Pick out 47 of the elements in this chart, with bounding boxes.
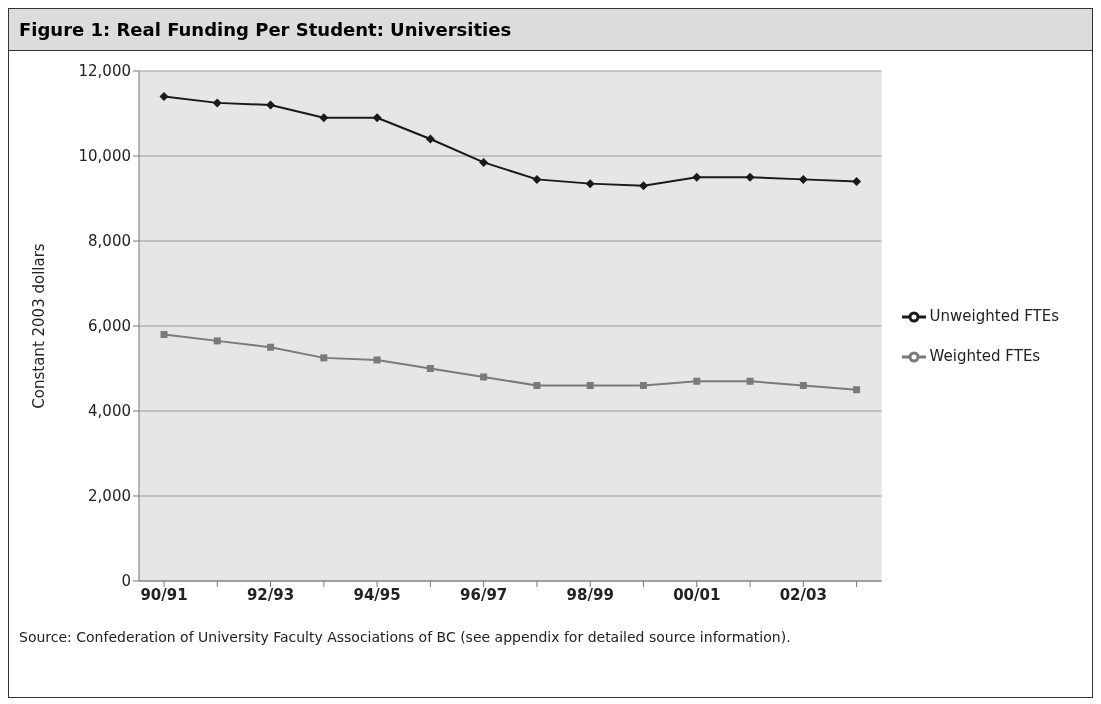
y-tick-label: 0 <box>121 572 131 591</box>
point <box>479 157 489 167</box>
point <box>212 98 222 108</box>
point <box>160 331 168 338</box>
x-tick-label: 94/95 <box>353 585 401 604</box>
x-tick-label: 98/99 <box>566 585 614 604</box>
point <box>425 134 435 144</box>
point <box>852 177 862 186</box>
chart-title: Figure 1: Real Funding Per Student: Universities <box>9 9 1092 51</box>
y-tick-label: 12,000 <box>78 62 131 81</box>
point <box>746 377 754 385</box>
point <box>533 382 541 389</box>
point <box>159 92 169 101</box>
y-tick-label: 4,000 <box>88 402 131 421</box>
point <box>693 377 701 385</box>
point <box>639 382 647 389</box>
point <box>586 382 594 389</box>
x-tick-label: 90/91 <box>140 585 188 604</box>
y-tick-label: 2,000 <box>88 487 131 506</box>
point <box>426 365 434 372</box>
point <box>372 113 382 123</box>
point <box>480 373 488 381</box>
y-axis-title: Constant 2003 dollars <box>30 243 49 409</box>
point <box>745 172 755 182</box>
y-tick-label: 8,000 <box>88 232 131 251</box>
point <box>213 337 221 345</box>
x-tick-label: 92/93 <box>246 585 295 604</box>
point <box>320 354 328 362</box>
x-tick-label: 96/97 <box>460 585 508 604</box>
legend-label: Unweighted FTEs <box>929 307 1059 325</box>
point <box>798 174 808 184</box>
point <box>532 174 542 184</box>
point <box>585 179 595 189</box>
point <box>267 343 275 351</box>
point <box>799 382 807 389</box>
x-tick-label: 02/03 <box>779 585 827 604</box>
point <box>638 181 648 191</box>
legend-label: Weighted FTEs <box>929 347 1041 365</box>
point <box>853 386 861 394</box>
y-tick-label: 6,000 <box>88 317 131 336</box>
x-tick-label: 00/01 <box>673 585 721 604</box>
source-note: Source: Confederation of University Faculty Associations of BC (see appendix for detailed source information). <box>18 628 792 647</box>
point <box>692 172 702 182</box>
point <box>373 356 381 364</box>
point <box>266 100 276 110</box>
point <box>319 113 329 123</box>
y-tick-label: 10,000 <box>78 147 131 166</box>
